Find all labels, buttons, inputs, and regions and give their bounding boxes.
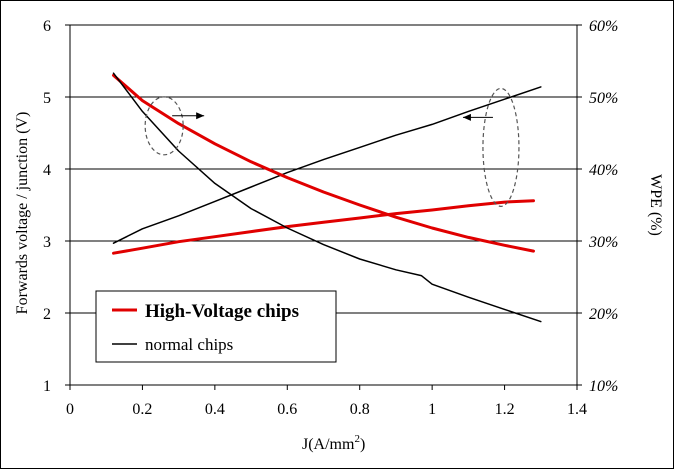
series-line-normal-voltage [112, 86, 542, 244]
y-left-tick-label: 3 [43, 234, 51, 251]
y-right-tick-label: 60% [589, 18, 618, 35]
annotation-ellipse [482, 87, 520, 207]
legend-label-normal: normal chips [145, 335, 233, 354]
y-left-tick-label: 1 [43, 378, 51, 395]
annotation-ellipse [144, 96, 184, 156]
x-tick-label: 0.2 [132, 401, 152, 418]
x-tick-label: 0 [66, 401, 74, 418]
y-left-tick-label: 5 [43, 90, 51, 107]
x-axis-ticks: 0 0.2 0.4 0.6 0.8 1 1.2 1.4 [66, 385, 587, 418]
y-left-tick-label: 6 [43, 18, 51, 35]
y-right-tick-label: 20% [589, 306, 618, 323]
y-right-axis-ticks: 10% 20% 30% 40% 50% 60% [577, 18, 618, 395]
series-line-high-voltage-wpe [112, 73, 535, 253]
gridlines [70, 96, 577, 314]
x-axis-label: J(A/mm2) [302, 433, 365, 453]
legend: High-Voltage chips normal chips [95, 290, 337, 363]
y-left-tick-label: 2 [43, 306, 51, 323]
legend-box [95, 290, 337, 363]
legend-label-high-voltage: High-Voltage chips [145, 301, 299, 322]
y-right-axis-label: WPE (%) [647, 174, 664, 236]
x-tick-label: 0.8 [350, 401, 370, 418]
y-left-tick-label: 4 [43, 162, 51, 179]
annotations [144, 87, 520, 207]
x-tick-label: 1.4 [567, 401, 587, 418]
y-right-tick-label: 30% [588, 234, 618, 251]
series-line-normal-wpe [112, 72, 542, 323]
series-line-high-voltage-voltage [112, 199, 535, 255]
plot-area-border [69, 24, 578, 386]
x-tick-label: 0.4 [205, 401, 225, 418]
x-tick-label: 0.6 [277, 401, 297, 418]
y-right-tick-label: 10% [589, 378, 618, 395]
x-tick-label: 1.2 [495, 401, 515, 418]
y-left-axis-ticks: 1 2 3 4 5 6 [43, 18, 70, 395]
x-axis-label-main: J(A/mm [302, 436, 355, 453]
x-axis-label-sup: 2 [354, 433, 360, 445]
x-tick-label: 1 [428, 401, 436, 418]
arrow-right-icon [196, 112, 205, 120]
y-right-tick-label: 50% [589, 90, 618, 107]
arrow-left-icon [462, 113, 471, 121]
y-left-axis-label: Forwards voltage / junction (V) [14, 112, 31, 315]
x-axis-label-close: ) [360, 436, 365, 453]
series-lines [112, 72, 542, 323]
y-right-tick-label: 40% [589, 162, 618, 179]
